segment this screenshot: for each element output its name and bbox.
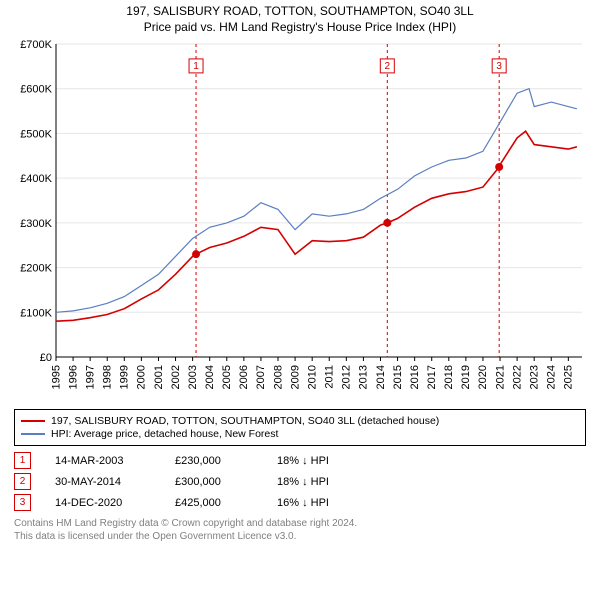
legend-swatch-property [21,420,45,422]
chart-area: £0 £100K £200K £300K £400K £500K £600K £700K 199… [10,38,590,403]
svg-text:2001: 2001 [153,365,165,389]
svg-text:2009: 2009 [289,365,301,389]
legend-swatch-hpi [21,433,45,435]
svg-text:3: 3 [496,61,502,72]
svg-text:2017: 2017 [426,365,438,389]
sale-price: £300,000 [175,476,253,488]
legend-item: HPI: Average price, detached house, New … [21,428,579,440]
chart-title-subtitle: Price paid vs. HM Land Registry's House … [0,20,600,34]
svg-text:2: 2 [385,61,391,72]
svg-text:2004: 2004 [204,365,216,389]
sale-date: 30-MAY-2014 [55,476,151,488]
svg-text:1997: 1997 [84,365,96,389]
footer-attribution: Contains HM Land Registry data © Crown c… [14,517,586,543]
svg-text:1995: 1995 [50,365,62,389]
sale-price: £230,000 [175,455,253,467]
svg-text:2015: 2015 [392,365,404,389]
svg-text:£500K: £500K [20,128,52,140]
svg-text:2021: 2021 [494,365,506,389]
footer-line1: Contains HM Land Registry data © Crown c… [14,517,586,530]
svg-text:£400K: £400K [20,173,52,185]
legend: 197, SALISBURY ROAD, TOTTON, SOUTHAMPTON… [14,409,586,446]
svg-text:£600K: £600K [20,84,52,96]
footer-line2: This data is licensed under the Open Gov… [14,530,586,543]
table-row: 2 30-MAY-2014 £300,000 18% ↓ HPI [14,473,586,490]
svg-text:2020: 2020 [477,365,489,389]
svg-text:2018: 2018 [443,365,455,389]
svg-text:£200K: £200K [20,263,52,275]
svg-text:2010: 2010 [306,365,318,389]
svg-text:1999: 1999 [119,365,131,389]
svg-text:2014: 2014 [375,365,387,389]
svg-text:2024: 2024 [546,365,558,389]
svg-text:2012: 2012 [341,365,353,389]
sale-note: 16% ↓ HPI [277,497,329,509]
svg-text:£300K: £300K [20,218,52,230]
svg-text:1: 1 [193,61,199,72]
marker-num-box: 3 [14,494,31,511]
table-row: 3 14-DEC-2020 £425,000 16% ↓ HPI [14,494,586,511]
svg-text:2025: 2025 [563,365,575,389]
legend-item: 197, SALISBURY ROAD, TOTTON, SOUTHAMPTON… [21,415,579,427]
sale-note: 18% ↓ HPI [277,455,329,467]
sale-date: 14-DEC-2020 [55,497,151,509]
svg-text:2013: 2013 [358,365,370,389]
svg-text:2016: 2016 [409,365,421,389]
svg-text:2019: 2019 [460,365,472,389]
svg-text:2003: 2003 [187,365,199,389]
svg-text:2023: 2023 [528,365,540,389]
marker-num-box: 2 [14,473,31,490]
sale-date: 14-MAR-2003 [55,455,151,467]
svg-text:1996: 1996 [67,365,79,389]
svg-text:2008: 2008 [272,365,284,389]
legend-label-property: 197, SALISBURY ROAD, TOTTON, SOUTHAMPTON… [51,415,439,427]
marker-num-box: 1 [14,452,31,469]
svg-text:2000: 2000 [136,365,148,389]
svg-text:2022: 2022 [511,365,523,389]
table-row: 1 14-MAR-2003 £230,000 18% ↓ HPI [14,452,586,469]
sale-note: 18% ↓ HPI [277,476,329,488]
legend-label-hpi: HPI: Average price, detached house, New … [51,428,278,440]
svg-text:£0: £0 [40,352,52,364]
svg-text:2006: 2006 [238,365,250,389]
svg-text:2005: 2005 [221,365,233,389]
svg-text:£100K: £100K [20,307,52,319]
sale-price: £425,000 [175,497,253,509]
chart-title-address: 197, SALISBURY ROAD, TOTTON, SOUTHAMPTON… [0,4,600,18]
svg-text:1998: 1998 [102,365,114,389]
svg-text:£700K: £700K [20,39,52,51]
svg-text:2011: 2011 [324,365,336,389]
svg-text:2007: 2007 [255,365,267,389]
svg-text:2002: 2002 [170,365,182,389]
sales-table: 1 14-MAR-2003 £230,000 18% ↓ HPI 2 30-MA… [14,452,586,511]
